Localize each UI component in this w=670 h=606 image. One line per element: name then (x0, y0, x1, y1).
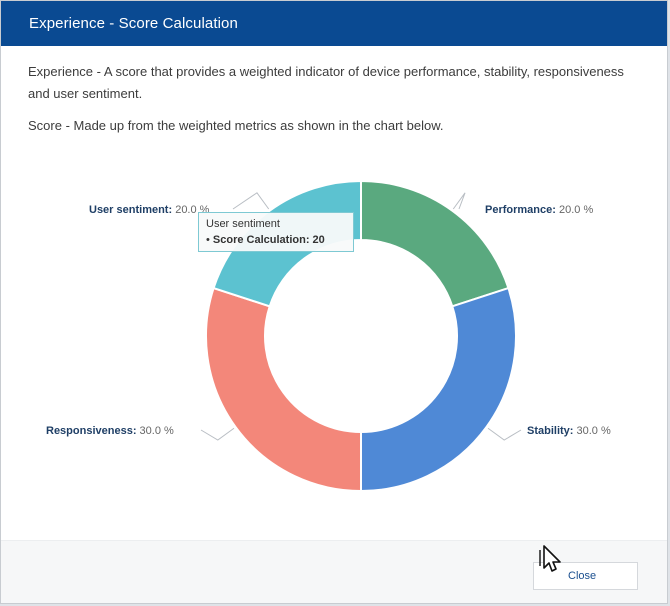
dialog-title: Experience - Score Calculation (29, 15, 238, 32)
slice-label-user-sentiment: User sentiment: 20.0 % (89, 204, 210, 216)
donut-chart: Performance: 20.0 % Stability: 30.0 % Resp… (1, 161, 667, 541)
score-description: Score - Made up from the weighted metric… (28, 118, 444, 133)
tooltip-bullet: • (206, 234, 213, 246)
tooltip-value-line: • Score Calculation: 20 (206, 232, 346, 248)
connector-line-user-sentiment (232, 192, 270, 210)
donut-slice-stability[interactable] (360, 286, 517, 493)
donut-slice-responsiveness[interactable] (205, 286, 362, 493)
connector-line-performance (452, 192, 466, 210)
dialog-titlebar: Experience - Score Calculation (1, 1, 667, 46)
tooltip-series-name: User sentiment (206, 218, 280, 230)
dialog-body: Experience - A score that provides a wei… (28, 61, 639, 147)
slice-label-stability: Stability: 30.0 % (527, 425, 611, 437)
tooltip-value: Score Calculation: 20 (212, 234, 325, 246)
slice-label-performance: Performance: 20.0 % (485, 204, 593, 216)
slice-label-responsiveness: Responsiveness: 30.0 % (46, 425, 174, 437)
close-button-label: Close (568, 570, 597, 582)
donut-slice-performance[interactable] (360, 179, 510, 308)
connector-line-responsiveness (200, 427, 235, 441)
chart-tooltip: User sentiment • Score Calculation: 20 (198, 212, 354, 252)
experience-description: Experience - A score that provides a wei… (28, 64, 624, 101)
connector-line-stability (487, 427, 522, 441)
donut-chart-svg: Performance: 20.0 % Stability: 30.0 % Resp… (46, 179, 611, 493)
mouse-pointer-icon (539, 545, 561, 572)
